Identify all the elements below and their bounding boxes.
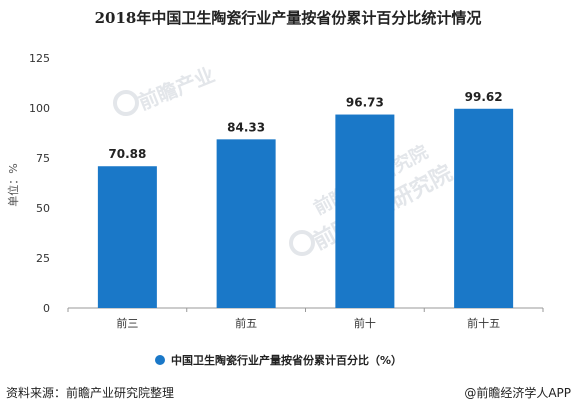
bar-3	[335, 114, 395, 308]
y-tick-label: 25	[36, 252, 50, 265]
y-tick-label: 50	[36, 202, 50, 215]
source-note: 资料来源：前瞻产业研究院整理	[6, 385, 174, 400]
watermark-logo-icon	[289, 230, 315, 256]
y-axis-label: 单位：%	[6, 163, 20, 206]
brand-label: @前瞻经济学人APP	[464, 385, 571, 400]
data-label: 99.62	[465, 90, 503, 104]
y-tick-label: 100	[29, 102, 50, 115]
y-tick-label: 75	[36, 152, 50, 165]
legend: 中国卫生陶瓷行业产量按省份累计百分比（%）	[155, 353, 402, 367]
legend-marker	[155, 355, 165, 365]
data-label: 84.33	[227, 120, 265, 134]
x-tick-label: 前五	[235, 316, 257, 330]
x-tick-label: 前十五	[467, 316, 500, 330]
x-tick-label: 前三	[116, 316, 138, 330]
bars: 70.88 84.33 96.73 99.62	[97, 90, 514, 308]
bar-4	[454, 108, 514, 308]
bar-2	[216, 139, 276, 308]
chart-title: 2018年中国卫生陶瓷行业产量按省份累计百分比统计情况	[95, 9, 482, 27]
y-tick-label: 125	[29, 52, 50, 65]
data-label: 96.73	[346, 96, 384, 110]
watermark-logo-icon	[113, 90, 139, 116]
watermark-text-1: 前瞻产业	[135, 62, 218, 114]
y-tick-label: 0	[43, 302, 50, 315]
legend-label: 中国卫生陶瓷行业产量按省份累计百分比（%）	[171, 353, 402, 367]
watermark: 前瞻产业 前瞻产业研究院 前瞻产业研究院	[113, 62, 457, 256]
x-tick-label: 前十	[354, 316, 376, 330]
bar-1	[97, 166, 157, 308]
y-axis: 0 25 50 75 100 125	[29, 52, 50, 315]
x-axis: 前三 前五 前十 前十五	[67, 308, 544, 330]
data-label: 70.88	[108, 147, 146, 161]
